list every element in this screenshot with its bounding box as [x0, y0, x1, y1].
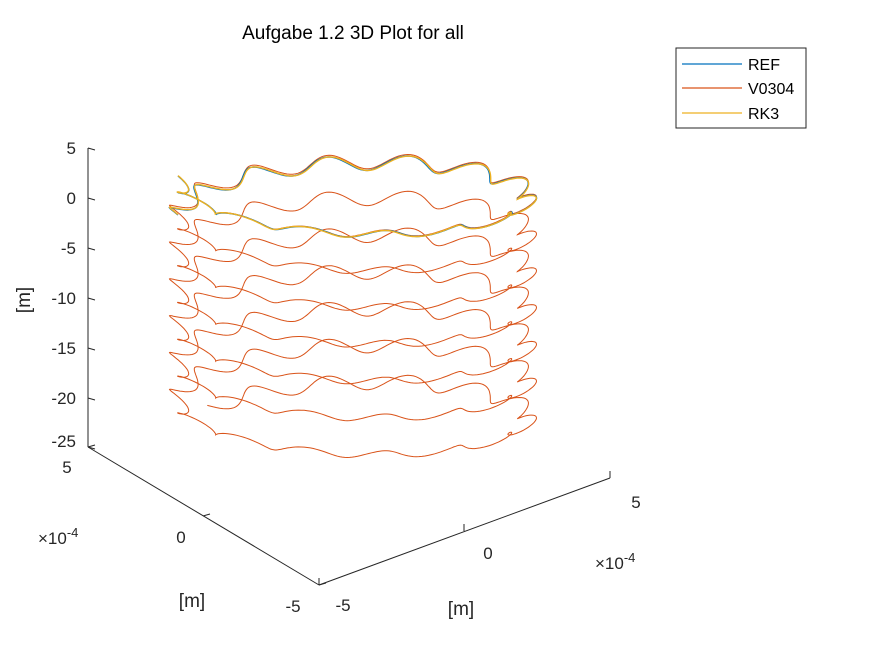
legend-entry-ref: REF — [748, 57, 780, 74]
z-axis-ticks: 5 0 -5 -10 -15 -20 -25 — [51, 139, 96, 451]
chart-title: Aufgabe 1.2 3D Plot for all — [242, 23, 464, 44]
x-axis-ticks: 5 0 -5 — [62, 444, 327, 616]
legend: REF V0304 RK3 — [675, 47, 807, 129]
z-tick-label: 0 — [67, 189, 76, 208]
z-tick-label: -25 — [51, 432, 76, 451]
z-tick-label: -15 — [51, 339, 76, 358]
z-tick-label: 5 — [67, 139, 76, 158]
y-axis-label: [m] — [448, 599, 474, 620]
y-tick-label: 0 — [483, 544, 492, 563]
z-tick-label: -10 — [51, 289, 76, 308]
series-line-rk3 — [168, 155, 538, 238]
x-tick-label: 5 — [62, 458, 71, 477]
y-tick-label: -5 — [335, 596, 350, 615]
z-tick-label: -5 — [61, 239, 76, 258]
x-tick-label: -5 — [285, 597, 300, 616]
legend-entry-v0304: V0304 — [748, 81, 794, 98]
x-exponent-label: ×10-4 — [38, 525, 78, 548]
x-axis-label: [m] — [179, 591, 205, 612]
y-axis-ticks: -5 0 5 — [318, 471, 641, 615]
y-tick-label: 5 — [631, 493, 640, 512]
series-layer — [168, 153, 538, 459]
series-line-v0304 — [168, 153, 538, 459]
z-tick-label: -20 — [51, 389, 76, 408]
x-tick-label: 0 — [176, 528, 185, 547]
y-exponent-label: ×10-4 — [595, 550, 635, 573]
y-axis-line — [318, 477, 611, 586]
z-axis-label: [m] — [14, 287, 35, 313]
legend-entry-rk3: RK3 — [748, 106, 779, 123]
